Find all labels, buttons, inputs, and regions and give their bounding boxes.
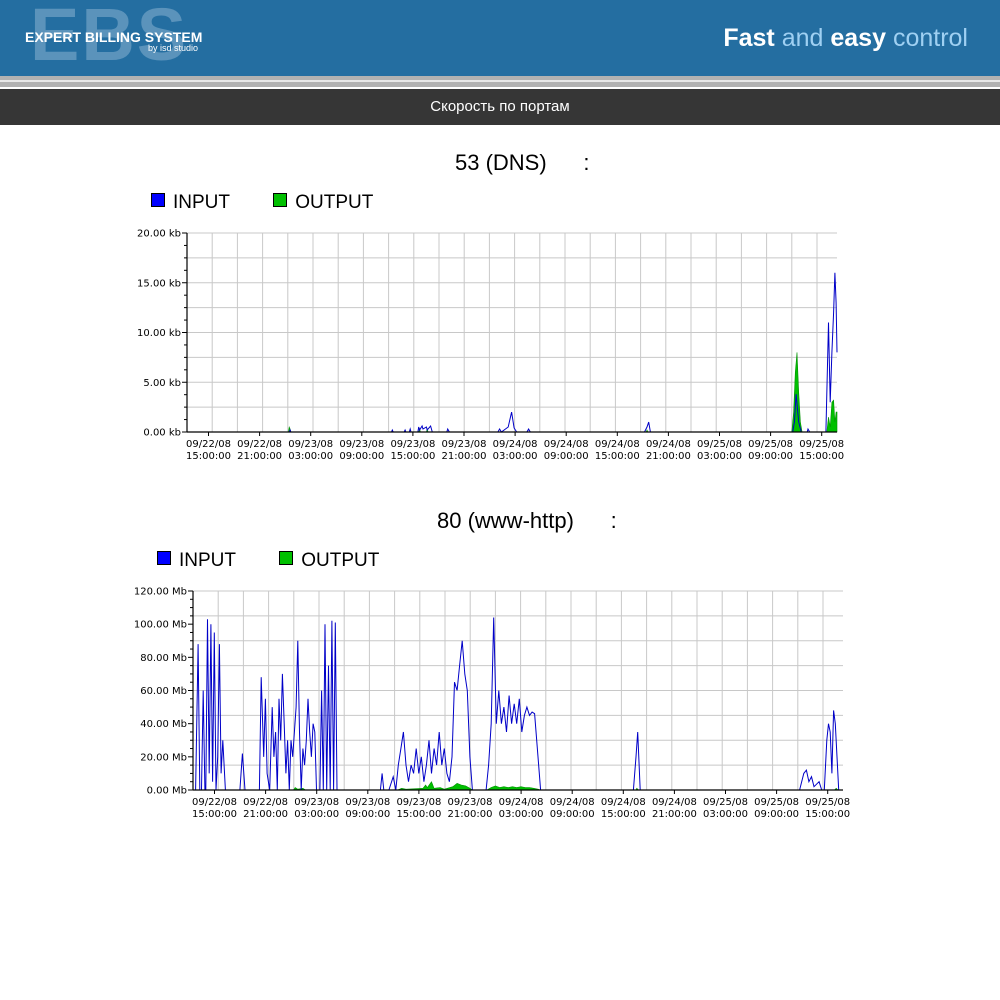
x-tick-label-date: 09/23/08 bbox=[448, 797, 493, 808]
x-tick-label-date: 09/23/08 bbox=[288, 439, 333, 450]
slogan-word-fast: Fast bbox=[723, 24, 775, 52]
slogan-word-and: and bbox=[781, 24, 824, 52]
x-tick-label-time: 03:00:00 bbox=[493, 451, 538, 462]
x-tick-label-date: 09/23/08 bbox=[339, 439, 384, 450]
x-tick-label-time: 21:00:00 bbox=[448, 809, 493, 820]
x-tick-label-date: 09/22/08 bbox=[243, 797, 288, 808]
x-tick-label-time: 09:00:00 bbox=[550, 809, 595, 820]
x-tick-label-time: 15:00:00 bbox=[186, 451, 231, 462]
y-tick-label: 60.00 Mb bbox=[140, 686, 187, 697]
y-tick-label: 120.00 Mb bbox=[134, 587, 187, 598]
x-tick-label-date: 09/24/08 bbox=[595, 439, 640, 450]
legend-swatch-output bbox=[279, 551, 294, 565]
logo-name[interactable]: EXPERT BILLING SYSTEM bbox=[25, 29, 203, 45]
slogan-word-control: control bbox=[892, 24, 968, 52]
x-tick-label-time: 03:00:00 bbox=[697, 451, 742, 462]
chart-title-http: 80 (www-http) : bbox=[437, 508, 617, 533]
x-tick-label-time: 03:00:00 bbox=[703, 809, 748, 820]
chart-grid bbox=[186, 232, 837, 433]
x-tick-label-time: 15:00:00 bbox=[805, 809, 850, 820]
x-tick-label-date: 09/23/08 bbox=[396, 797, 441, 808]
x-tick-label-date: 09/24/08 bbox=[493, 439, 538, 450]
x-tick-label-time: 09:00:00 bbox=[345, 809, 390, 820]
x-tick-label-time: 15:00:00 bbox=[601, 809, 646, 820]
page-title-bar: Скорость по портам bbox=[0, 89, 1000, 125]
legend-swatch-output bbox=[273, 193, 288, 207]
x-tick-label-date: 09/24/08 bbox=[499, 797, 544, 808]
x-tick-label-time: 15:00:00 bbox=[390, 451, 435, 462]
x-tick-label-date: 09/23/08 bbox=[390, 439, 435, 450]
x-tick-label-date: 09/24/08 bbox=[550, 797, 595, 808]
slogan: Fast and easy control bbox=[723, 24, 968, 53]
x-tick-label-date: 09/23/08 bbox=[345, 797, 390, 808]
x-tick-label-date: 09/22/08 bbox=[192, 797, 237, 808]
x-tick-label-time: 21:00:00 bbox=[442, 451, 487, 462]
x-tick-label-date: 09/23/08 bbox=[442, 439, 487, 450]
legend-label-input: INPUT bbox=[173, 192, 230, 213]
y-tick-label: 100.00 Mb bbox=[134, 620, 187, 631]
legend-swatch-input bbox=[157, 551, 171, 565]
x-tick-label-date: 09/24/08 bbox=[544, 439, 589, 450]
x-tick-label-time: 03:00:00 bbox=[288, 451, 333, 462]
x-tick-label-date: 09/25/08 bbox=[703, 797, 748, 808]
legend-http: INPUT OUTPUT bbox=[157, 550, 417, 572]
y-tick-label: 40.00 Mb bbox=[140, 719, 187, 730]
x-tick-label-time: 21:00:00 bbox=[243, 809, 288, 820]
x-tick-label-time: 15:00:00 bbox=[192, 809, 237, 820]
x-tick-label-date: 09/25/08 bbox=[805, 797, 850, 808]
x-tick-label-time: 21:00:00 bbox=[237, 451, 282, 462]
x-tick-label-date: 09/24/08 bbox=[601, 797, 646, 808]
y-tick-label: 20.00 kb bbox=[137, 229, 181, 240]
x-tick-label-date: 09/24/08 bbox=[646, 439, 691, 450]
x-tick-label-date: 09/24/08 bbox=[652, 797, 697, 808]
chart-http: 0.00 Mb 20.00 Mb 40.00 Mb 60.00 Mb 80.00 Mb 1… bbox=[134, 587, 850, 821]
x-tick-label-time: 09:00:00 bbox=[748, 451, 793, 462]
logo-byline: by isd studio bbox=[148, 43, 199, 53]
y-tick-label: 80.00 Mb bbox=[140, 653, 187, 664]
legend-item-input: INPUT bbox=[157, 550, 236, 572]
x-tick-label-time: 21:00:00 bbox=[646, 451, 691, 462]
x-tick-label-time: 03:00:00 bbox=[294, 809, 339, 820]
page-title: Скорость по портам bbox=[430, 98, 570, 115]
x-tick-label-time: 09:00:00 bbox=[544, 451, 589, 462]
x-tick-label-date: 09/25/08 bbox=[748, 439, 793, 450]
x-tick-label-date: 09/22/08 bbox=[237, 439, 282, 450]
y-tick-label: 0.00 Mb bbox=[147, 786, 187, 797]
x-tick-label-time: 15:00:00 bbox=[595, 451, 640, 462]
x-tick-label-time: 09:00:00 bbox=[754, 809, 799, 820]
y-tick-label: 0.00 kb bbox=[143, 428, 181, 439]
x-tick-label-time: 21:00:00 bbox=[652, 809, 697, 820]
legend-item-input: INPUT bbox=[151, 192, 230, 214]
app-header: EBS EXPERT BILLING SYSTEM by isd studio … bbox=[0, 0, 1000, 76]
logo-watermark: EBS bbox=[30, 0, 189, 76]
y-tick-label: 20.00 Mb bbox=[140, 752, 187, 763]
legend-item-output: OUTPUT bbox=[279, 550, 379, 572]
x-tick-label-time: 15:00:00 bbox=[799, 451, 844, 462]
x-tick-label-date: 09/25/08 bbox=[697, 439, 742, 450]
x-tick-label-time: 09:00:00 bbox=[339, 451, 384, 462]
legend-label-input: INPUT bbox=[179, 550, 236, 571]
chart-dns: 0.00 kb 5.00 kb 10.00 kb 15.00 kb 20.00 kb 09… bbox=[137, 229, 844, 463]
legend-item-output: OUTPUT bbox=[273, 192, 373, 214]
header-divider bbox=[0, 76, 1000, 87]
x-tick-label-time: 03:00:00 bbox=[499, 809, 544, 820]
x-tick-label-date: 09/22/08 bbox=[186, 439, 231, 450]
legend-dns: INPUT OUTPUT bbox=[151, 192, 411, 214]
x-tick-label-date: 09/25/08 bbox=[754, 797, 799, 808]
y-tick-label: 15.00 kb bbox=[137, 278, 181, 289]
y-tick-label: 10.00 kb bbox=[137, 328, 181, 339]
chart-title-dns: 53 (DNS) : bbox=[455, 150, 590, 175]
legend-label-output: OUTPUT bbox=[295, 192, 374, 213]
slogan-word-easy: easy bbox=[830, 24, 886, 52]
legend-label-output: OUTPUT bbox=[301, 550, 380, 571]
legend-swatch-input bbox=[151, 193, 165, 207]
x-tick-label-date: 09/25/08 bbox=[799, 439, 844, 450]
x-tick-label-time: 15:00:00 bbox=[396, 809, 441, 820]
series-input-line bbox=[195, 617, 843, 791]
y-tick-label: 5.00 kb bbox=[143, 378, 181, 389]
x-tick-label-date: 09/23/08 bbox=[294, 797, 339, 808]
